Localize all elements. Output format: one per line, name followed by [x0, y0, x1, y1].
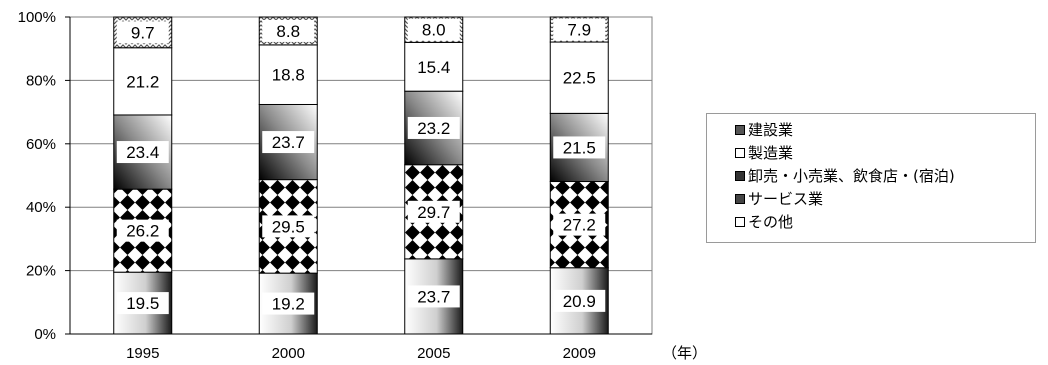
data-label-box	[262, 215, 315, 238]
x-tick-label: 2005	[417, 345, 450, 362]
y-tick-label: 0%	[34, 326, 56, 343]
data-label-box	[116, 141, 169, 164]
data-label-box	[262, 63, 315, 86]
data-label: 15.4	[417, 58, 450, 77]
data-label-box	[116, 70, 169, 93]
data-label-box	[407, 18, 460, 41]
legend-swatch	[735, 147, 745, 158]
legend-swatch	[735, 193, 745, 204]
legend-item: 建設業	[735, 118, 1035, 141]
data-label-box	[407, 285, 460, 308]
data-label-box	[262, 131, 315, 154]
legend-item: 製造業	[735, 141, 1035, 164]
y-tick-label: 40%	[26, 199, 56, 216]
data-label-box	[407, 200, 460, 223]
y-tick-label: 80%	[26, 72, 56, 89]
data-label: 8.8	[276, 22, 300, 41]
data-label-box	[262, 292, 315, 315]
x-axis-label: （年）	[662, 345, 707, 362]
data-label-box	[553, 136, 606, 159]
data-label: 21.5	[563, 138, 596, 157]
data-label: 26.2	[126, 222, 159, 241]
data-label-box	[553, 66, 606, 89]
data-label-box	[262, 19, 315, 42]
data-label: 9.7	[131, 23, 155, 42]
legend-label: 製造業	[748, 144, 794, 162]
legend-label: サービス業	[748, 190, 824, 208]
data-label: 23.4	[126, 143, 159, 162]
legend-label: その他	[748, 213, 794, 231]
data-label: 22.5	[563, 69, 596, 88]
legend-swatch	[735, 170, 745, 181]
legend-swatch	[735, 124, 745, 135]
data-label: 29.5	[272, 217, 305, 236]
legend-item: 卸売・小売業、飲食店・(宿泊)	[735, 164, 1035, 187]
data-label-box	[407, 116, 460, 139]
data-label: 21.2	[126, 72, 159, 91]
legend-item: その他	[735, 210, 1035, 233]
data-label: 19.5	[126, 294, 159, 313]
x-tick-label: 1995	[126, 345, 159, 362]
data-label-box	[116, 21, 169, 44]
y-tick-label: 60%	[26, 136, 56, 153]
x-tick-label: 2009	[563, 345, 596, 362]
legend-label: 卸売・小売業、飲食店・(宿泊)	[748, 167, 955, 185]
data-label: 29.7	[417, 203, 450, 222]
legend-label: 建設業	[748, 121, 794, 139]
data-label: 23.7	[272, 133, 305, 152]
data-label: 20.9	[563, 292, 596, 311]
data-label: 8.0	[422, 21, 446, 40]
y-tick-label: 100%	[18, 9, 56, 26]
data-label-box	[553, 289, 606, 312]
y-tick-label: 20%	[26, 263, 56, 280]
data-label-box	[407, 55, 460, 78]
data-label: 18.8	[272, 66, 305, 85]
legend-swatch	[735, 216, 745, 227]
data-label-box	[116, 292, 169, 315]
x-tick-label: 2000	[272, 345, 305, 362]
data-label: 7.9	[567, 21, 591, 40]
data-label-box	[553, 18, 606, 41]
legend-item: サービス業	[735, 187, 1035, 210]
data-label: 23.2	[417, 119, 450, 138]
legend: 建設業製造業卸売・小売業、飲食店・(宿泊) サービス業その他	[706, 113, 1036, 243]
data-label: 27.2	[563, 216, 596, 235]
data-label-box	[116, 219, 169, 242]
data-label: 19.2	[272, 295, 305, 314]
data-label-box	[553, 213, 606, 236]
data-label: 23.7	[417, 287, 450, 306]
